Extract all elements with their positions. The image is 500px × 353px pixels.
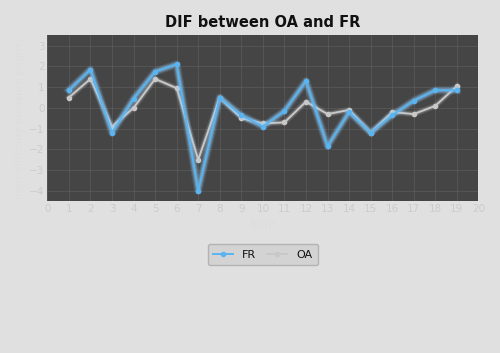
OA <box>66 95 72 100</box>
FR <box>152 70 158 74</box>
Title: DIF between OA and FR: DIF between OA and FR <box>165 15 360 30</box>
OA <box>303 100 309 104</box>
FR <box>346 110 352 114</box>
Y-axis label: Item difficulty measure (logits): Item difficulty measure (logits) <box>15 38 25 199</box>
OA <box>195 157 201 162</box>
FR <box>432 88 438 92</box>
FR <box>66 88 72 92</box>
FR <box>324 144 330 148</box>
FR <box>174 62 180 66</box>
X-axis label: Item: Item <box>250 218 276 231</box>
OA <box>346 108 352 112</box>
OA <box>238 116 244 120</box>
OA <box>88 77 94 81</box>
Legend: FR, OA: FR, OA <box>208 244 318 265</box>
FR <box>303 79 309 83</box>
Line: FR: FR <box>67 62 459 193</box>
FR <box>454 88 460 92</box>
OA <box>130 106 136 110</box>
FR <box>282 109 288 113</box>
OA <box>174 86 180 90</box>
FR <box>389 113 395 117</box>
FR <box>88 67 94 72</box>
FR <box>195 189 201 193</box>
OA <box>368 131 374 135</box>
OA <box>389 110 395 114</box>
FR <box>411 98 417 103</box>
OA <box>411 112 417 116</box>
OA <box>324 112 330 116</box>
FR <box>260 124 266 128</box>
FR <box>238 113 244 117</box>
FR <box>130 96 136 101</box>
OA <box>282 120 288 125</box>
OA <box>260 121 266 126</box>
OA <box>454 84 460 88</box>
FR <box>368 131 374 135</box>
OA <box>432 104 438 108</box>
FR <box>217 95 223 100</box>
Line: OA: OA <box>67 77 459 162</box>
OA <box>217 95 223 100</box>
FR <box>109 131 115 135</box>
OA <box>152 77 158 81</box>
OA <box>109 124 115 128</box>
